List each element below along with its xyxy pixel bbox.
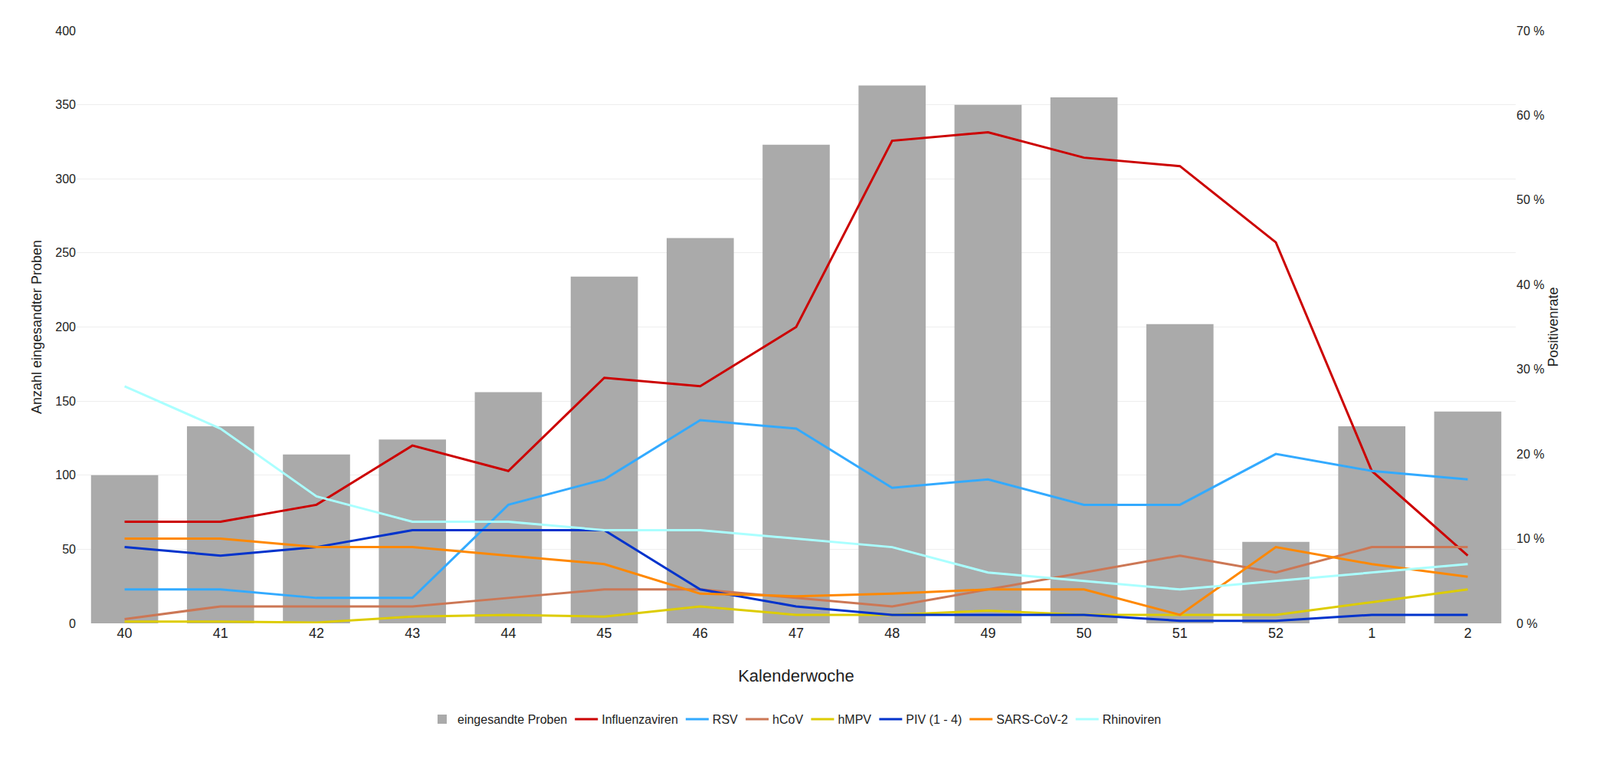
svg-text:hMPV: hMPV [837,712,872,726]
svg-text:RSV: RSV [712,712,738,726]
svg-text:hCoV: hCoV [772,712,804,726]
svg-text:70 %: 70 % [1516,24,1545,38]
svg-text:50: 50 [62,542,76,556]
svg-text:300: 300 [55,172,76,186]
svg-text:eingesandte Proben: eingesandte Proben [457,712,568,726]
svg-text:350: 350 [55,98,76,112]
svg-text:100: 100 [55,468,76,482]
svg-text:PIV (1 - 4): PIV (1 - 4) [905,712,962,726]
svg-text:0 %: 0 % [1516,616,1538,630]
svg-text:41: 41 [213,625,229,641]
svg-text:250: 250 [55,245,76,260]
svg-text:45: 45 [596,625,613,641]
svg-text:42: 42 [308,625,325,641]
svg-text:40 %: 40 % [1516,278,1545,292]
svg-text:200: 200 [55,320,76,334]
svg-text:2: 2 [1463,625,1472,641]
svg-text:Kalenderwoche: Kalenderwoche [737,665,855,686]
svg-text:Anzahl eingesandter Proben: Anzahl eingesandter Proben [29,239,45,414]
svg-text:46: 46 [692,625,709,641]
svg-text:50 %: 50 % [1516,193,1545,207]
svg-text:47: 47 [788,625,804,641]
svg-text:60 %: 60 % [1516,108,1545,122]
svg-text:Influenzaviren: Influenzaviren [601,712,679,726]
svg-text:10 %: 10 % [1516,531,1545,545]
svg-text:50: 50 [1076,625,1092,641]
svg-text:40: 40 [117,625,133,641]
svg-text:0: 0 [68,616,76,630]
svg-text:Rhinoviren: Rhinoviren [1102,712,1161,726]
svg-text:51: 51 [1172,625,1188,641]
svg-text:SARS-CoV-2: SARS-CoV-2 [996,712,1068,726]
svg-text:20 %: 20 % [1516,447,1545,461]
svg-text:48: 48 [884,625,900,641]
svg-text:44: 44 [500,625,516,641]
svg-text:52: 52 [1268,625,1284,641]
svg-text:150: 150 [55,394,76,408]
svg-text:1: 1 [1367,625,1376,641]
svg-text:400: 400 [55,24,76,38]
svg-text:30 %: 30 % [1516,362,1545,376]
svg-text:49: 49 [980,625,996,641]
svg-text:43: 43 [404,625,420,641]
svg-text:Positivenrate: Positivenrate [1545,286,1561,367]
